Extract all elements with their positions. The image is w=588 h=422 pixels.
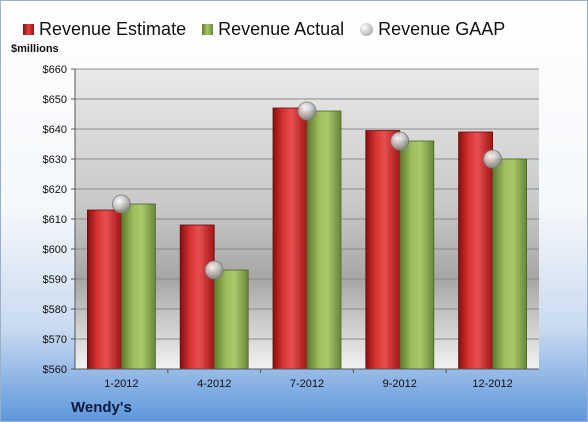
- bar-revenue-actual: [492, 158, 528, 370]
- gaap-markers: [112, 101, 503, 280]
- y-tick-label: $630: [43, 154, 67, 166]
- marker-revenue-gaap: [204, 260, 224, 280]
- legend-label-gaap: Revenue GAAP: [378, 18, 506, 39]
- bar-revenue-actual: [213, 269, 249, 370]
- bar-revenue-estimate: [365, 130, 401, 370]
- bar-revenue-actual: [399, 140, 435, 370]
- marker-revenue-gaap: [297, 101, 317, 121]
- legend-item-revenue-actual: Revenue Actual: [202, 19, 344, 40]
- x-axis-ticks: 1-2012 4-2012 7-2012 9-2012 12-2012: [104, 369, 513, 390]
- legend-swatch-gaap: [360, 22, 374, 36]
- y-tick-label: $570: [43, 334, 67, 346]
- bars: [87, 107, 528, 370]
- company-name: Wendy's: [71, 399, 132, 416]
- y-axis-unit-label: $millions: [11, 43, 59, 55]
- x-tick-label: 4-2012: [197, 378, 231, 390]
- y-tick-label: $640: [43, 124, 67, 136]
- bar-revenue-estimate: [458, 131, 494, 370]
- legend-label-actual: Revenue Actual: [218, 18, 345, 39]
- marker-revenue-gaap: [390, 131, 410, 151]
- y-tick-label: $600: [43, 244, 67, 256]
- y-tick-label: $620: [43, 184, 67, 196]
- x-tick-label: 7-2012: [290, 378, 324, 390]
- x-tick-label: 9-2012: [383, 378, 417, 390]
- bar-revenue-actual: [121, 203, 156, 370]
- bar-revenue-actual: [306, 110, 342, 370]
- x-tick-label: 12-2012: [472, 378, 512, 390]
- y-tick-label: $580: [43, 304, 67, 316]
- bar-revenue-estimate: [179, 224, 215, 370]
- x-tick-label: 1-2012: [104, 378, 138, 390]
- y-tick-label: $650: [43, 94, 67, 106]
- legend: Revenue Estimate Revenue Actual Revenue …: [23, 16, 521, 42]
- marker-revenue-gaap: [112, 194, 131, 214]
- bar-revenue-estimate: [272, 107, 308, 370]
- marker-revenue-gaap: [483, 149, 503, 169]
- legend-label-estimate: Revenue Estimate: [39, 18, 187, 39]
- y-tick-label: $560: [43, 364, 67, 376]
- legend-swatch-estimate: [23, 23, 34, 35]
- legend-swatch-actual: [202, 23, 214, 35]
- y-tick-label: $610: [43, 214, 67, 226]
- y-axis-ticks: $560 $570 $580 $590 $600 $610 $620 $630 $640 $650…: [43, 64, 75, 376]
- y-tick-label: $590: [43, 274, 67, 286]
- bar-revenue-estimate: [87, 209, 122, 370]
- y-tick-label: $660: [43, 64, 67, 76]
- legend-item-revenue-gaap: Revenue GAAP: [360, 19, 505, 40]
- legend-item-revenue-estimate: Revenue Estimate: [23, 19, 186, 40]
